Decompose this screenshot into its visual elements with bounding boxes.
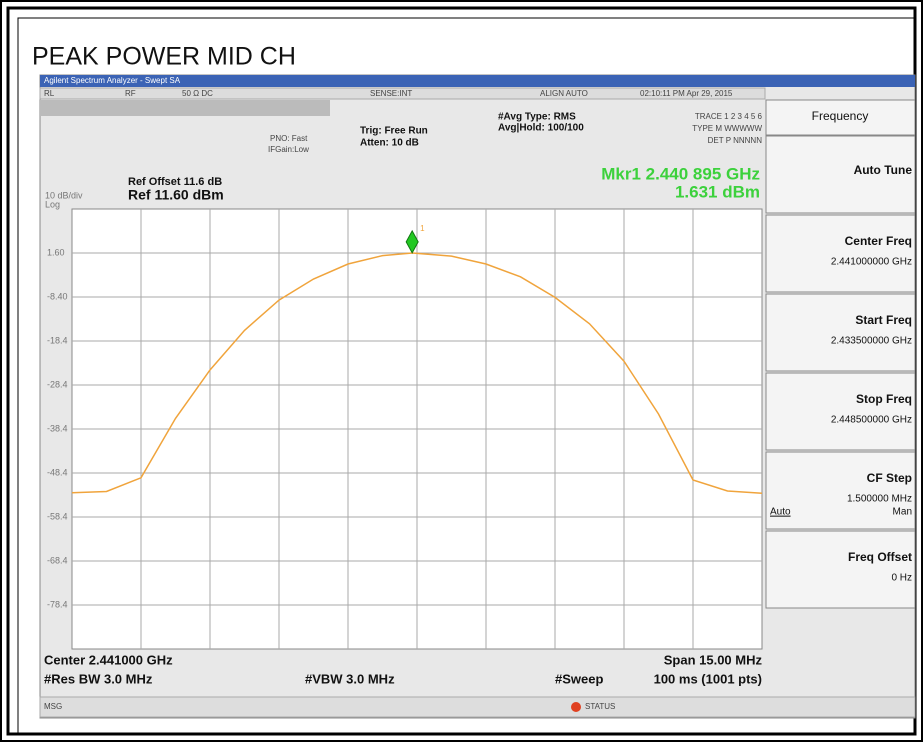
menu-header: Frequency xyxy=(812,109,869,123)
scale: 10 dB/div xyxy=(45,190,83,200)
button-label: CF Step xyxy=(867,471,912,485)
y-tick-label: -18.4 xyxy=(47,335,68,345)
status: STATUS xyxy=(585,702,615,711)
marker-freq: Mkr1 2.440 895 GHz xyxy=(601,164,760,183)
gray-strip xyxy=(40,100,330,116)
menu: Frequency Auto Tune Center Freq 2.44100000… xyxy=(765,99,916,609)
menu-button[interactable] xyxy=(765,135,916,214)
y-tick-label: -38.4 xyxy=(47,423,68,433)
setting: TRACE 1 2 3 4 5 6 xyxy=(695,112,763,121)
plot: 1.60 -8.40 -18.4 -28.4 -38.4 -48.4 -58.4 -68.4 -… xyxy=(47,208,763,650)
button-label: Freq Offset xyxy=(848,550,912,564)
menu-button[interactable] xyxy=(765,293,916,372)
title-bar xyxy=(40,75,915,87)
button-option: Auto xyxy=(770,507,791,518)
status: SENSE:INT xyxy=(370,89,412,98)
footer: Center 2.441000 GHz xyxy=(44,652,173,667)
y-tick-label: 1.60 xyxy=(47,247,65,257)
status-icon xyxy=(571,702,581,712)
marker-value: 1.631 dBm xyxy=(675,182,760,201)
marker xyxy=(405,229,419,254)
button-value: 2.448500000 GHz xyxy=(831,415,912,426)
menu-header-box xyxy=(765,99,916,136)
button-value: 2.433500000 GHz xyxy=(831,336,912,347)
setting: TYPE M WWWWW xyxy=(692,124,762,133)
setting: Atten: 10 dB xyxy=(360,138,419,149)
ref-offset: Ref Offset 11.6 dB xyxy=(128,176,222,188)
marker-id: 1 xyxy=(420,224,425,233)
button-label: Center Freq xyxy=(845,234,912,248)
button-value: 1.500000 MHz xyxy=(847,494,912,505)
y-tick-label: -48.4 xyxy=(47,467,68,477)
button-label: Auto Tune xyxy=(854,163,913,177)
footer: Span 15.00 MHz xyxy=(664,652,763,667)
setting: #Avg Type: RMS xyxy=(498,112,576,123)
status: 02:10:11 PM Apr 29, 2015 xyxy=(640,89,733,98)
status-bar xyxy=(39,87,766,100)
footer: 100 ms (1001 pts) xyxy=(654,671,762,686)
y-tick-label: -28.4 xyxy=(47,379,68,389)
button-option: Man xyxy=(893,507,912,518)
y-tick-label: -8.40 xyxy=(47,291,68,301)
footer: #Sweep xyxy=(555,671,603,686)
footer: #VBW 3.0 MHz xyxy=(305,671,395,686)
y-tick-label: -58.4 xyxy=(47,511,68,521)
setting: DET P NNNNN xyxy=(708,136,763,145)
y-tick-label: -78.4 xyxy=(47,599,68,609)
menu-button[interactable] xyxy=(765,372,916,451)
status: RF xyxy=(125,89,136,98)
button-label: Start Freq xyxy=(855,313,912,327)
page-title: PEAK POWER MID CH xyxy=(32,43,296,71)
message-bar xyxy=(39,696,916,718)
menu-button[interactable] xyxy=(765,214,916,293)
window-title: Agilent Spectrum Analyzer - Swept SA xyxy=(44,76,181,85)
setting: Trig: Free Run xyxy=(360,126,428,137)
setting: Avg|Hold: 100/100 xyxy=(498,123,584,134)
menu-button[interactable] xyxy=(765,451,916,530)
button-value: 0 Hz xyxy=(891,573,912,584)
status: RL xyxy=(44,89,55,98)
footer: #Res BW 3.0 MHz xyxy=(44,671,153,686)
setting: PNO: Fast xyxy=(270,134,308,143)
status: ALIGN AUTO xyxy=(540,89,588,98)
button-label: Stop Freq xyxy=(856,392,912,406)
button-value: 2.441000000 GHz xyxy=(831,257,912,268)
menu-button[interactable] xyxy=(765,530,916,609)
status: 50 Ω DC xyxy=(182,89,213,98)
ref-level: Ref 11.60 dBm xyxy=(128,187,224,203)
setting: IFGain:Low xyxy=(268,145,309,154)
y-tick-label: -68.4 xyxy=(47,555,68,565)
msg: MSG xyxy=(44,702,62,711)
scale-type: Log xyxy=(45,199,60,209)
